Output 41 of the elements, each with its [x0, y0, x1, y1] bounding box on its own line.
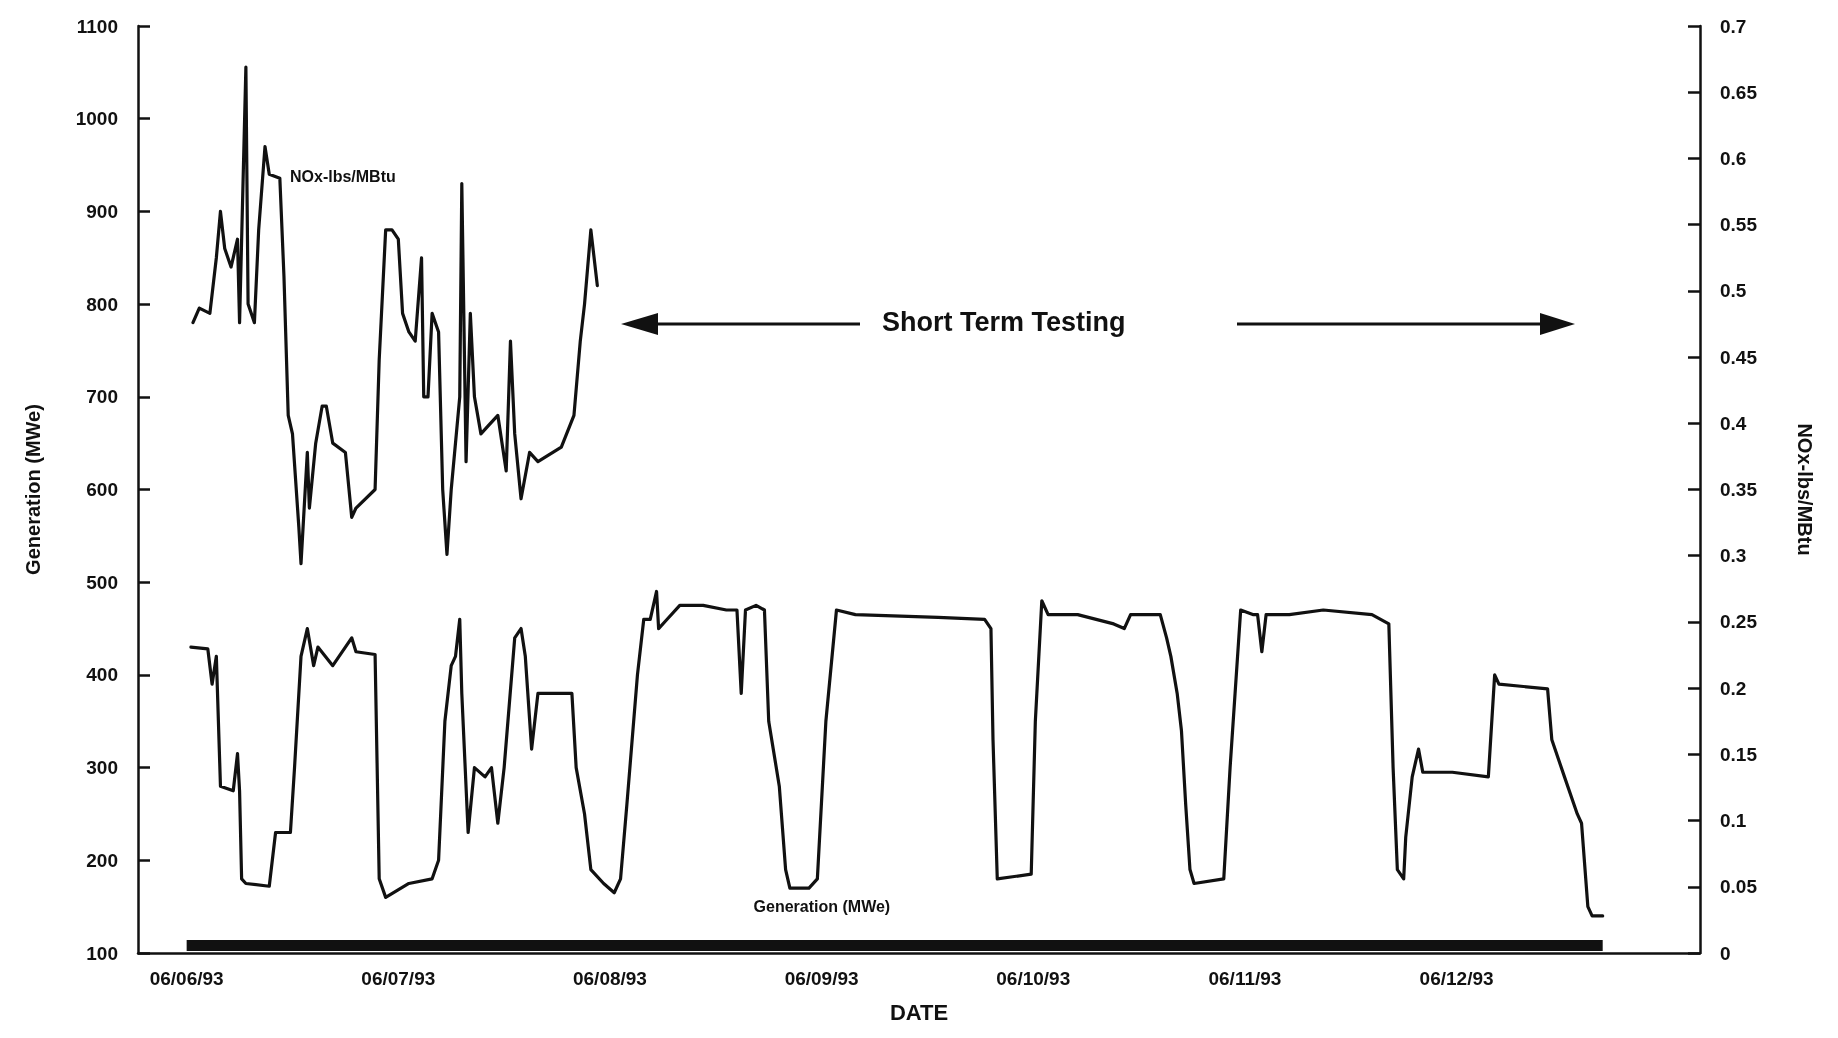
x-axis-title: DATE: [889, 999, 949, 1025]
x-tick-label: 06/08/93: [572, 968, 647, 989]
y2-tick-label: 0.45: [1720, 346, 1758, 368]
x-tick-label: 06/07/93: [361, 968, 436, 989]
y2-tick-label: 0.1: [1720, 810, 1747, 832]
line-series: [191, 65, 599, 566]
y2-tick-label: 0.55: [1720, 214, 1758, 236]
y-tick-label: 700: [86, 386, 118, 408]
y-axis-title: Generation (MWe): [22, 404, 44, 575]
y2-tick-label: 0.35: [1720, 479, 1758, 500]
y-tick-label: 200: [86, 849, 118, 871]
x-tick-label: 06/09/93: [784, 968, 859, 989]
y2-tick-label: 0.15: [1720, 743, 1758, 765]
x-tick-label: 06/11/93: [1208, 968, 1282, 989]
series-label: NOx-lbs/MBtu: [290, 167, 396, 185]
y2-tick-label: 0.4: [1720, 412, 1747, 434]
y-tick-label: 1100: [76, 15, 118, 37]
y2-tick-label: 0.05: [1720, 876, 1758, 898]
y-tick-label: 600: [86, 479, 118, 500]
y2-tick-label: 0.3: [1720, 545, 1747, 567]
annotation: Short Term Testing: [882, 306, 1126, 337]
y2-tick-label: 0.6: [1720, 147, 1747, 169]
series-label: Generation (MWe): [753, 897, 891, 915]
y-tick-label: 400: [86, 664, 118, 686]
y2-tick-label: 0.65: [1720, 81, 1758, 103]
y2-tick-label: 0.5: [1720, 280, 1747, 302]
y2-tick-label: 0.25: [1720, 611, 1758, 633]
x-tick-label: 06/12/93: [1419, 968, 1494, 989]
line-series: [189, 589, 1605, 918]
y-tick-label: 500: [86, 571, 118, 593]
y-tick-label: 900: [86, 200, 118, 222]
y-tick-label: 300: [86, 757, 118, 779]
y2-axis-title: NOx-lbs/MBtu: [1794, 423, 1816, 556]
y2-tick-label: 0.2: [1720, 677, 1747, 699]
x-tick-label: 06/06/93: [149, 968, 224, 989]
y-tick-label: 100: [86, 942, 118, 964]
y2-tick-label: 0: [1720, 942, 1731, 964]
y-tick-label: 800: [86, 293, 118, 315]
y-tick-label: 1000: [75, 108, 118, 130]
x-tick-label: 06/10/93: [996, 968, 1071, 989]
y2-tick-label: 0.7: [1720, 15, 1747, 37]
